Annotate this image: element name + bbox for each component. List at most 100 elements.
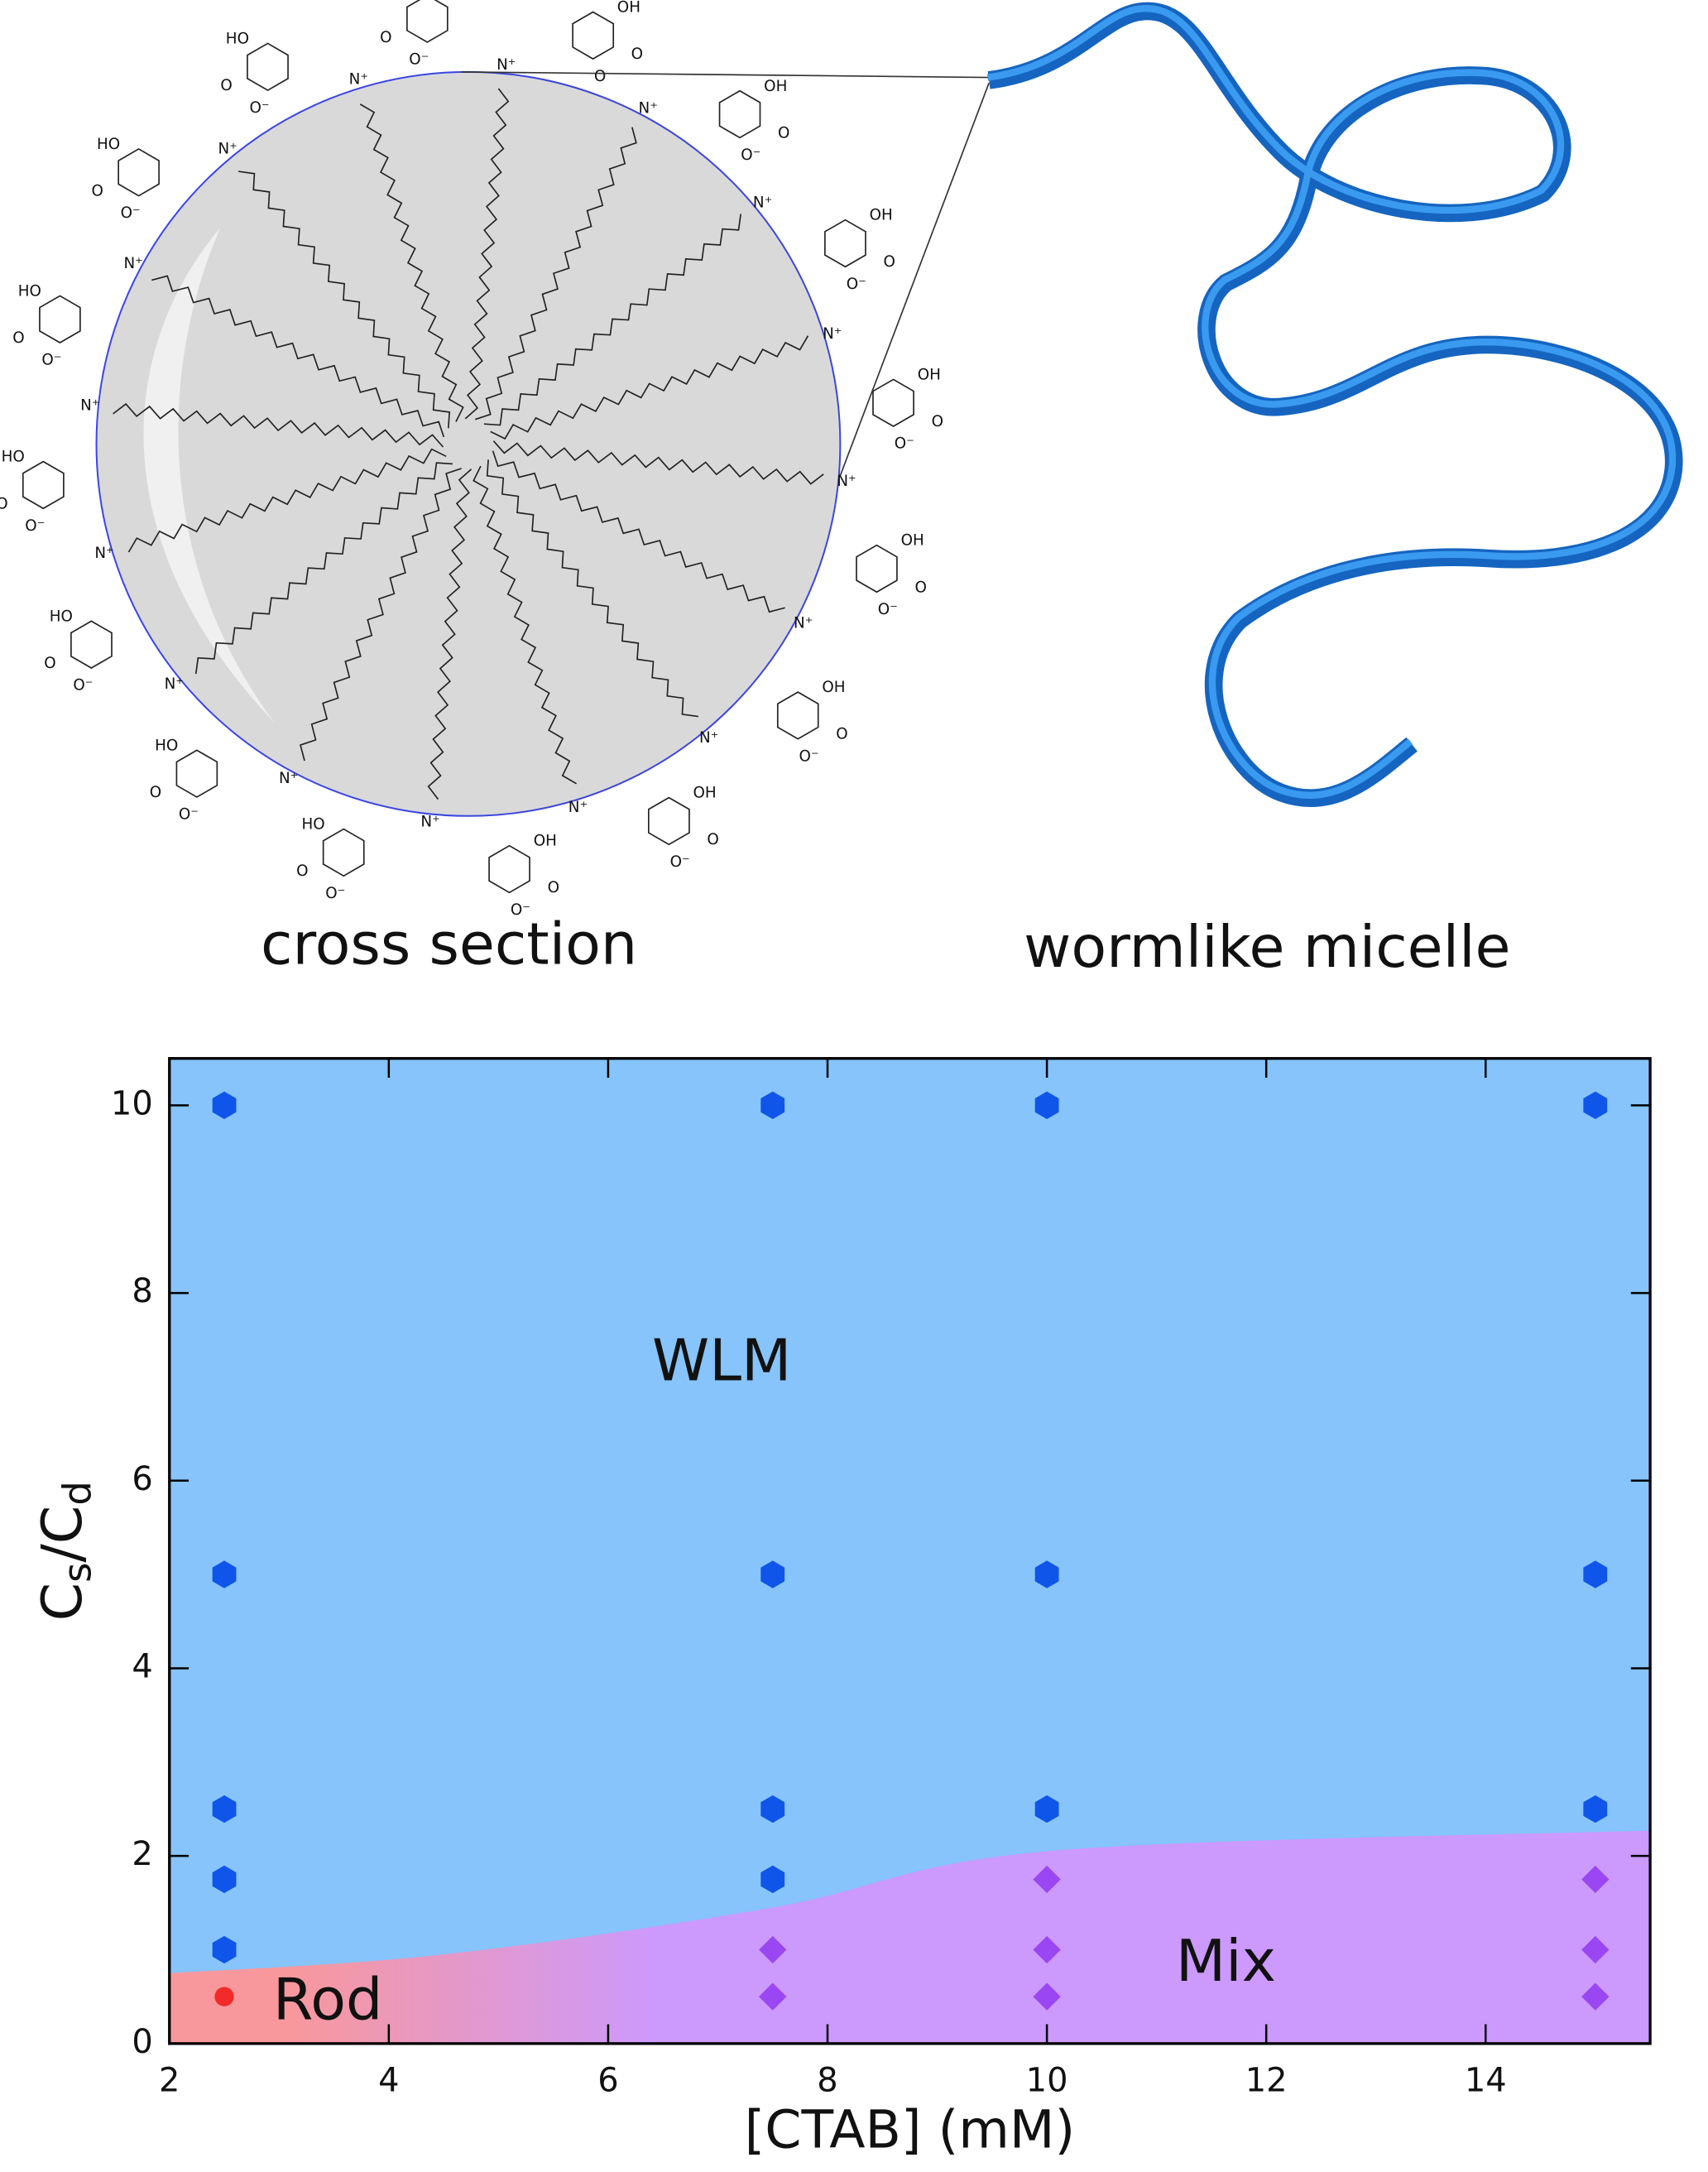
y-tick-label: 8: [132, 1272, 152, 1310]
alkyl-chain: [473, 465, 578, 785]
ammonium-label: N⁺: [279, 770, 298, 787]
benzene-ring: [718, 89, 761, 139]
region-label: Rod: [273, 1967, 383, 2034]
benzene-ring: [175, 749, 218, 798]
oxygen-label: O: [92, 183, 103, 200]
ammonium-label: N⁺: [837, 473, 856, 490]
alkyl-chain: [300, 468, 462, 762]
oxygen-label: O: [778, 124, 789, 142]
oxygen-label: O: [836, 726, 847, 743]
caption: wormlike micelle: [1024, 914, 1510, 981]
micelle-circle: [95, 70, 842, 817]
benzene-ring: [647, 796, 690, 846]
wlm-point: [1034, 1091, 1059, 1119]
x-tick-label: 14: [1465, 2061, 1507, 2099]
wlm-point: [212, 1865, 237, 1894]
ammonium-label: N⁺: [823, 325, 842, 343]
hydroxyl-label: HO: [226, 31, 249, 48]
subscript: s: [55, 1563, 99, 1583]
hydroxyl-label: HO: [2, 449, 25, 466]
ammonium-label: N⁺: [349, 70, 368, 88]
hydroxyl-label: OH: [870, 207, 893, 224]
alkyl-chain: [238, 171, 451, 429]
carboxylate-label: O⁻: [511, 901, 530, 919]
carboxylate-label: O⁻: [847, 276, 866, 293]
carboxylate-label: O⁻: [878, 601, 898, 618]
label-part: /C: [30, 1506, 94, 1563]
ammonium-label: N⁺: [699, 729, 718, 747]
wlm-point: [1583, 1795, 1608, 1824]
y-tick-label: 6: [132, 1460, 152, 1498]
alkyl-chain: [427, 469, 473, 800]
mix-point: [1033, 1982, 1061, 2011]
hydroxyl-label: HO: [155, 737, 178, 754]
carboxylate-label: O⁻: [250, 99, 270, 117]
carboxylate-label: O⁻: [41, 352, 61, 369]
oxygen-label: O: [915, 579, 927, 596]
mix-point: [1581, 1982, 1610, 2011]
oxygen-label: O: [150, 784, 161, 801]
subscript: d: [55, 1481, 99, 1506]
wlm-point: [1583, 1560, 1608, 1588]
rod-point: [214, 1987, 234, 2006]
alkyl-chain: [492, 440, 824, 485]
connector-line: [461, 71, 990, 79]
ammonium-label: N⁺: [497, 56, 516, 74]
alkyl-chain: [483, 214, 742, 426]
carboxylate-label: O⁻: [73, 677, 93, 694]
x-tick-label: 6: [597, 2061, 618, 2099]
oxygen-label: O: [12, 329, 24, 347]
oxygen-label: O: [932, 413, 943, 430]
wlm-point: [760, 1560, 785, 1588]
alkyl-chain: [127, 448, 447, 553]
connector-line: [839, 82, 990, 476]
benzene-ring: [70, 620, 113, 669]
ammonium-label: N⁺: [639, 100, 658, 118]
ammonium-label: N⁺: [123, 255, 142, 272]
x-tick-label: 12: [1245, 2061, 1288, 2099]
alkyl-chain: [113, 402, 444, 448]
oxygen-label: O: [707, 831, 718, 848]
carboxylate-label: O⁻: [179, 806, 199, 824]
benzene-ring: [406, 0, 449, 43]
y-tick-label: 4: [132, 1647, 152, 1685]
y-axis-label: Cs/Cd: [30, 1481, 99, 1621]
wlm-point: [1583, 1091, 1608, 1119]
label-part: C: [30, 1583, 94, 1622]
hydroxyl-label: HO: [50, 608, 73, 625]
hydroxyl-label: OH: [693, 785, 717, 802]
benzene-ring: [856, 544, 898, 593]
carboxylate-label: O⁻: [25, 517, 45, 535]
carboxylate-label: O⁻: [409, 51, 429, 69]
alkyl-chain: [490, 335, 809, 440]
oxygen-label: O: [631, 46, 643, 63]
ammonium-label: N⁺: [753, 195, 772, 212]
oxygen-label: O: [296, 863, 308, 880]
benzene-ring: [776, 691, 819, 740]
hydroxyl-label: HO: [302, 816, 325, 834]
carboxylate-label: O⁻: [594, 68, 614, 85]
hydroxyl-label: HO: [97, 136, 120, 153]
hydroxyl-label: OH: [534, 833, 557, 850]
y-tick-label: 10: [111, 1084, 153, 1122]
carboxylate-label: O⁻: [741, 147, 760, 164]
wlm-point: [212, 1795, 237, 1824]
ammonium-label: N⁺: [165, 675, 184, 693]
ammonium-label: N⁺: [80, 396, 99, 414]
hydroxyl-label: HO: [18, 282, 41, 300]
benzene-ring: [118, 148, 160, 197]
ammonium-label: N⁺: [94, 545, 113, 562]
y-tick-label: 2: [132, 1835, 152, 1873]
alkyl-chain: [474, 127, 637, 420]
x-axis-label: [CTAB] (mM): [745, 2099, 1076, 2160]
oxygen-label: O: [220, 77, 232, 94]
oxygen-label: O: [44, 655, 55, 672]
benzene-ring: [322, 828, 365, 877]
hydroxyl-label: OH: [918, 366, 941, 383]
benzene-ring: [824, 219, 866, 268]
hydroxyl-label: OH: [822, 679, 845, 696]
oxygen-label: O: [884, 253, 895, 271]
carboxylate-label: O⁻: [121, 204, 141, 222]
alkyl-chain: [151, 275, 445, 438]
